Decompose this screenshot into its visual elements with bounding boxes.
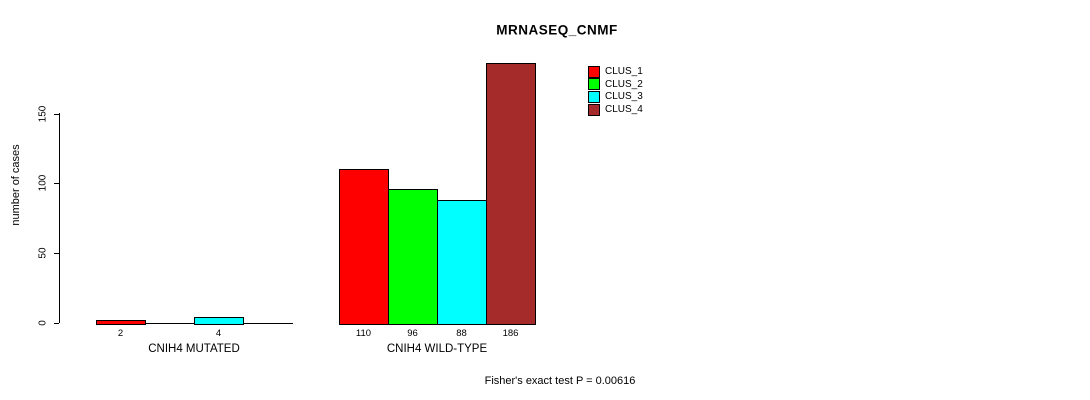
y-tick (54, 183, 59, 185)
bar-value-label: 4 (215, 328, 222, 339)
fisher-test-annotation: Fisher's exact test P = 0.00616 (484, 375, 636, 387)
y-tick (54, 323, 59, 324)
bar-value-label: 88 (456, 328, 467, 339)
bar-clus_4 (486, 63, 536, 325)
bar-value-label: 186 (502, 328, 519, 339)
chart-title: MRNASEQ_CNMF (496, 22, 618, 38)
bar-clus_4 (243, 323, 293, 324)
legend-label: CLUS_3 (605, 91, 643, 103)
bar-clus_3 (194, 317, 244, 325)
y-axis-line (59, 113, 60, 323)
legend-item-clus_2: CLUS_2 (588, 78, 643, 91)
legend-swatch-clus_4 (588, 103, 600, 116)
bar-clus_1 (339, 169, 389, 325)
bar-value-label: 2 (117, 328, 124, 339)
y-tick-label: 150 (37, 105, 49, 122)
y-tick-label: 50 (37, 247, 49, 259)
legend-label: CLUS_1 (605, 66, 643, 78)
bar-clus_1 (96, 320, 146, 325)
y-tick (54, 113, 59, 115)
y-tick-label: 0 (37, 320, 49, 326)
bar-clus_2 (388, 188, 438, 325)
legend-label: CLUS_2 (605, 78, 643, 90)
bar-value-label: 96 (407, 328, 418, 339)
y-axis-title: number of cases (10, 144, 22, 226)
x-axis-group-label: CNIH4 MUTATED (148, 343, 240, 355)
bar-value-label: 110 (355, 328, 372, 339)
bar-clus_2 (145, 323, 195, 324)
legend-swatch-clus_2 (588, 78, 600, 91)
bar-clus_3 (437, 200, 487, 325)
legend-swatch-clus_1 (588, 65, 600, 78)
legend-swatch-clus_3 (588, 90, 600, 103)
legend-label: CLUS_4 (605, 104, 643, 116)
legend-item-clus_4: CLUS_4 (588, 103, 643, 116)
legend-item-clus_3: CLUS_3 (588, 90, 643, 103)
y-tick (54, 253, 59, 255)
legend-item-clus_1: CLUS_1 (588, 65, 643, 78)
legend: CLUS_1 CLUS_2 CLUS_3 CLUS_4 (588, 65, 643, 116)
y-tick-label: 100 (37, 175, 49, 192)
x-axis-group-label: CNIH4 WILD-TYPE (386, 343, 488, 355)
